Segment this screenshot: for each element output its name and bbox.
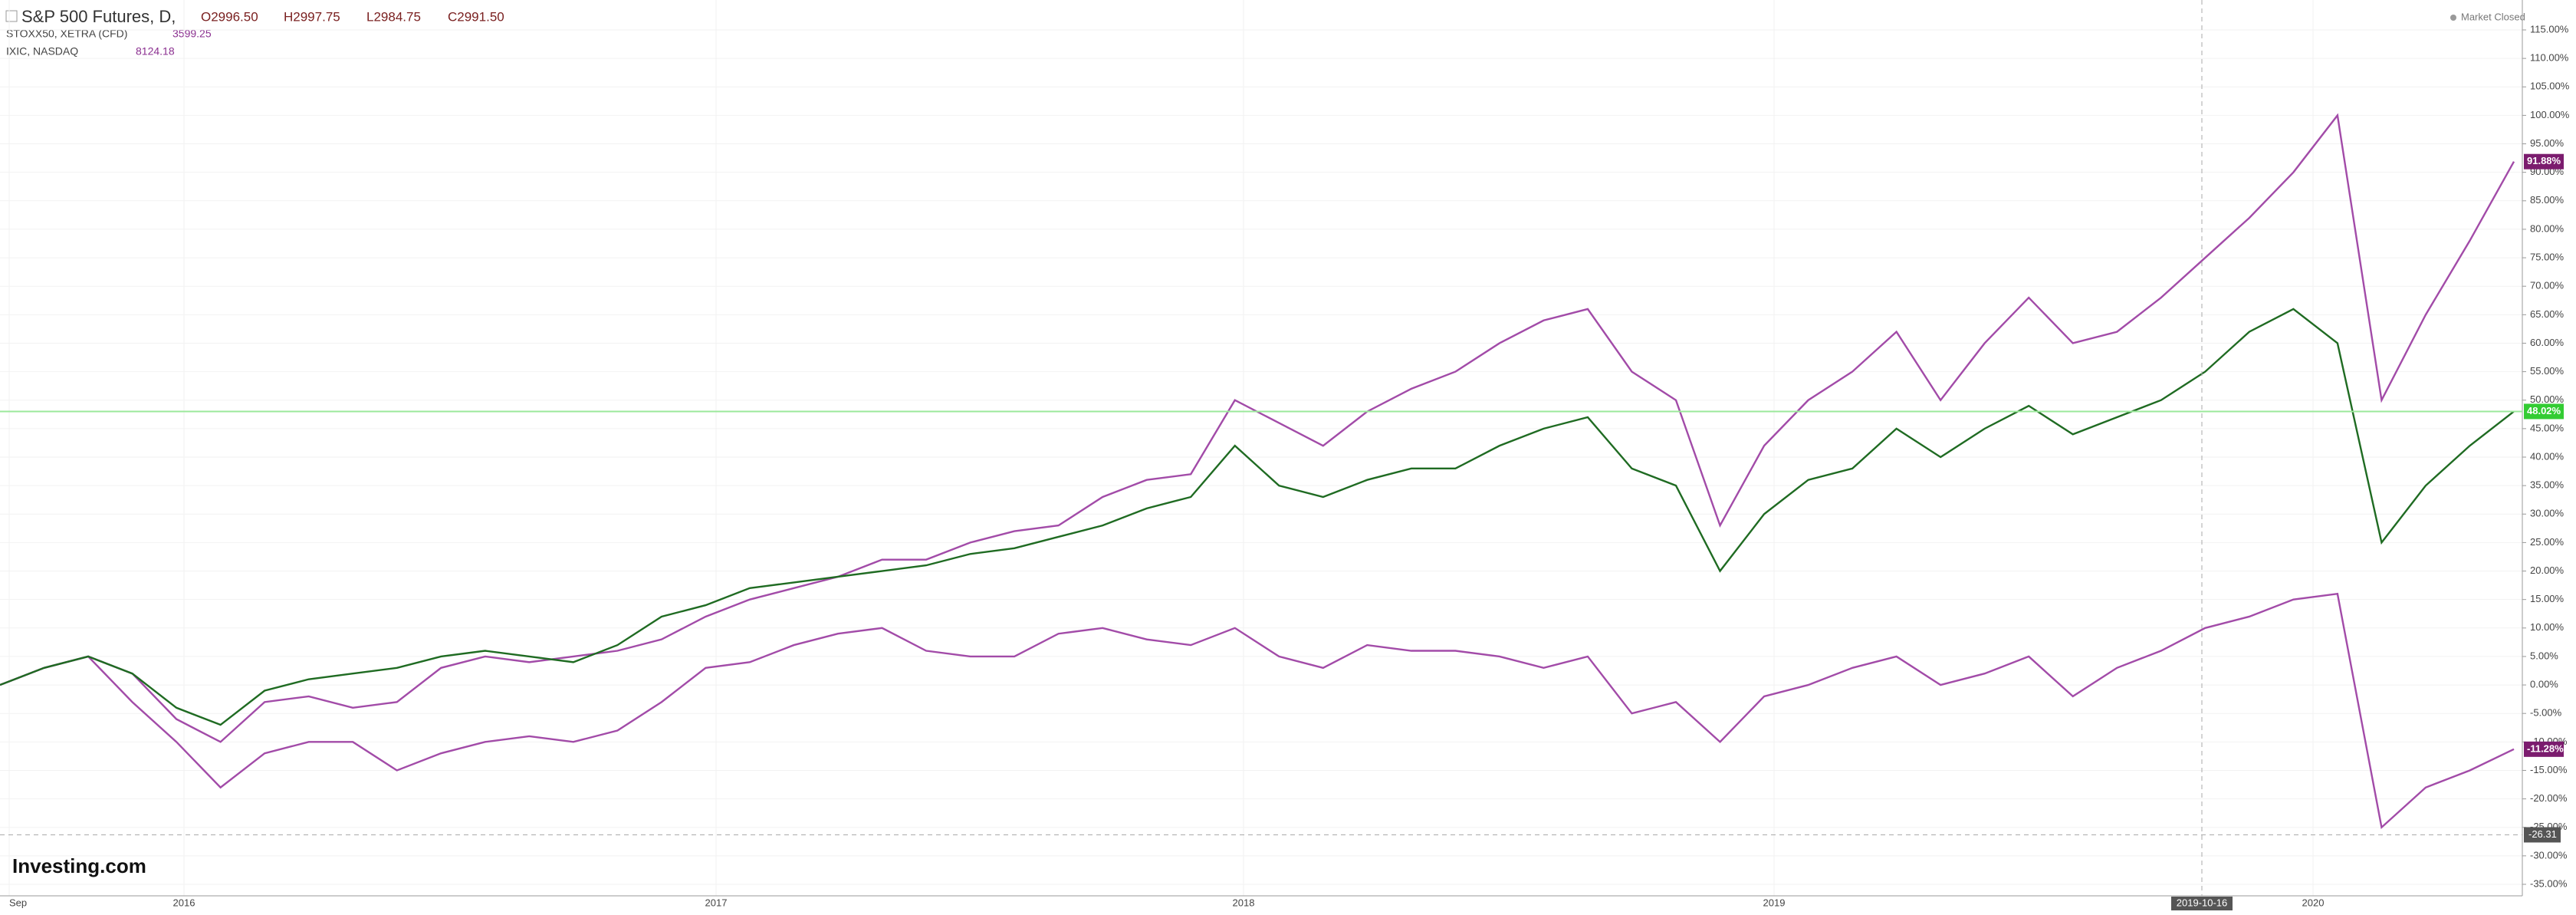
y-tick-label: 20.00%	[2530, 564, 2564, 576]
last-badge	[2524, 403, 2564, 420]
last-label: 48.02%	[2527, 405, 2561, 416]
crosshair-value: -26.31	[2528, 828, 2557, 840]
series-line	[0, 308, 2515, 726]
x-tick-label: 2020	[2302, 897, 2325, 908]
y-tick-label: 25.00%	[2530, 536, 2564, 548]
y-tick-label: 55.00%	[2530, 365, 2564, 377]
y-tick-label: 5.00%	[2530, 650, 2558, 661]
compare-last: 8124.18	[136, 45, 175, 58]
y-tick-label: 80.00%	[2530, 222, 2564, 234]
y-tick-label: -20.00%	[2530, 792, 2568, 804]
last-label: 91.88%	[2527, 155, 2561, 166]
y-tick-label: 75.00%	[2530, 252, 2564, 263]
y-tick-label: 105.00%	[2530, 81, 2570, 92]
x-tick-label: Sep	[9, 897, 27, 908]
y-tick-label: -30.00%	[2530, 849, 2568, 861]
compare-name: STOXX50, XETRA (CFD)	[6, 28, 127, 40]
crosshair-date-badge	[2171, 897, 2233, 910]
y-tick-label: 65.00%	[2530, 308, 2564, 320]
y-tick-label: 115.00%	[2530, 23, 2569, 35]
y-tick-label: 30.00%	[2530, 508, 2564, 519]
y-tick-label: 50.00%	[2530, 393, 2564, 405]
x-tick-label: 2016	[173, 897, 196, 908]
logo: Investing.com	[12, 854, 146, 877]
y-tick-label: 60.00%	[2530, 337, 2564, 348]
open: O2996.50	[201, 9, 258, 24]
last-label: -11.28%	[2527, 742, 2564, 754]
y-tick-label: 40.00%	[2530, 450, 2564, 462]
close: C2991.50	[448, 9, 504, 24]
y-tick-label: 110.00%	[2530, 52, 2569, 64]
compare-last: 3599.25	[172, 28, 212, 40]
y-tick-label: 85.00%	[2530, 194, 2564, 206]
x-tick-label: 2018	[1233, 897, 1255, 908]
market-status: Market Closed	[2461, 11, 2525, 22]
y-tick-label: -15.00%	[2530, 764, 2568, 775]
x-tick-label: 2017	[705, 897, 728, 908]
y-tick-label: 0.00%	[2530, 679, 2558, 690]
symbol: S&P 500 Futures, D,	[21, 7, 176, 26]
last-badge	[2524, 153, 2564, 170]
y-tick-label: 15.00%	[2530, 593, 2564, 604]
last-badge	[2524, 741, 2564, 757]
crosshair-date: 2019-10-16	[2177, 897, 2228, 908]
crosshair-badge	[2524, 827, 2561, 843]
y-tick-label: 10.00%	[2530, 621, 2564, 633]
y-tick-label: -35.00%	[2530, 877, 2568, 889]
high: H2997.75	[284, 9, 340, 24]
y-tick-label: -5.00%	[2530, 707, 2562, 719]
compare-name: IXIC, NASDAQ	[6, 45, 78, 58]
low: L2984.75	[366, 9, 421, 24]
header: S&P 500 Futures, D, O2996.50 H2997.75 L2…	[5, 7, 2525, 58]
x-tick-label: 2019	[1763, 897, 1786, 908]
y-tick-label: 35.00%	[2530, 479, 2564, 491]
y-tick-label: 95.00%	[2530, 137, 2564, 149]
y-tick-label: 70.00%	[2530, 280, 2564, 291]
icon	[5, 10, 18, 22]
status-dot	[2450, 15, 2456, 21]
y-tick-label: 100.00%	[2530, 109, 2570, 120]
series-line	[0, 592, 2515, 830]
y-tick-label: 45.00%	[2530, 422, 2564, 433]
